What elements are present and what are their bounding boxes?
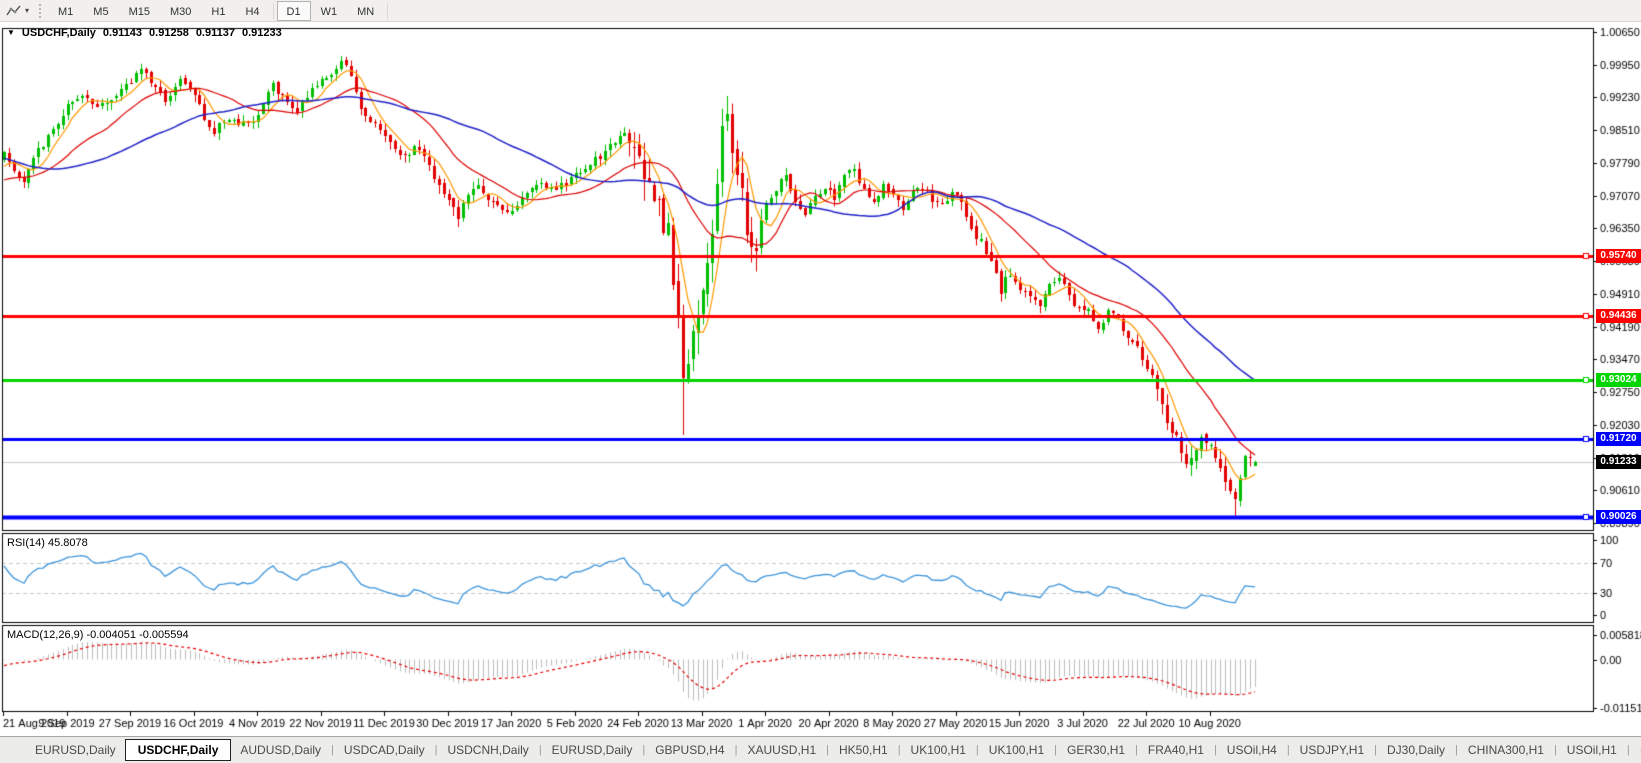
tab-separator: |: [1286, 744, 1290, 756]
chart-tab-USDJPY-H1[interactable]: USDJPY,H1: [1299, 743, 1365, 757]
tab-separator: |: [434, 744, 438, 756]
tabs-scroll-left-icon[interactable]: ◄: [1639, 745, 1641, 755]
bar-high-value: 0.91258: [149, 27, 189, 39]
timeframe-toolbar: ▾ M1 M5 M15 M30 H1 H4 D1 W1 MN: [0, 0, 1641, 22]
hline-price-tag-0.91720[interactable]: 0.91720: [1596, 432, 1641, 446]
chart-tab-CHINA300-H1[interactable]: CHINA300,H1: [1467, 743, 1544, 757]
tab-separator: |: [331, 744, 334, 756]
tab-separator: |: [1374, 744, 1378, 756]
chart-tab-GBPUSD-H4[interactable]: GBPUSD,H4: [655, 743, 725, 757]
chart-symbol: USDCHF,Daily: [21, 27, 96, 39]
chart-title: ▼ USDCHF,Daily 0.91143 0.91258 0.91137 0.9123…: [7, 27, 282, 39]
bar-close-value: 0.91233: [241, 27, 282, 39]
timeframe-button-MN[interactable]: MN: [357, 5, 375, 18]
chart-tab-USDCNH-Daily[interactable]: USDCNH,Daily: [447, 743, 529, 757]
chart-tab-USDCHF-Daily[interactable]: USDCHF,Daily: [124, 739, 232, 761]
toolbar-separator: [272, 2, 274, 19]
rsi-label: RSI(14) 45.8078: [7, 537, 88, 549]
timeframe-button-M1[interactable]: M1: [58, 5, 74, 18]
timeframe-button-H1[interactable]: H1: [211, 5, 226, 18]
timeframe-button-M30[interactable]: M30: [169, 5, 192, 18]
toolbar-grip: [39, 3, 42, 18]
tab-separator: |: [826, 744, 829, 756]
tab-separator: |: [734, 744, 738, 756]
timeframe-buttons: M1 M5 M15 M30 H1 H4 D1 W1 MN: [48, 0, 391, 21]
chart-tab-USOil-H1[interactable]: USOil,H1: [1566, 743, 1617, 757]
tab-separator: |: [1553, 744, 1557, 756]
tab-separator: |: [1054, 744, 1058, 756]
tab-separator: |: [897, 744, 901, 756]
tab-separator: |: [538, 744, 542, 756]
chart-collapse-caret-icon[interactable]: ▼: [7, 28, 15, 37]
chart-tabs-bar: EURUSD,Daily USDCHF,Daily AUDUSD,Daily | USD…: [0, 736, 1641, 763]
hline-price-tag-0.93024[interactable]: 0.93024: [1596, 373, 1641, 387]
chart-tab-HK50-H1[interactable]: HK50,H1: [838, 743, 888, 757]
tab-separator: |: [1213, 744, 1217, 756]
tab-separator: |: [1135, 744, 1138, 756]
timeframe-button-H4[interactable]: H4: [245, 5, 260, 18]
chart-tab-FRA40-H1[interactable]: FRA40,H1: [1147, 743, 1204, 757]
trendline-tool-icon[interactable]: [6, 4, 22, 18]
chart-area: ▼ USDCHF,Daily 0.91143 0.91258 0.91137 0.9123…: [0, 23, 1641, 736]
chart-tab-EURUSD-Daily[interactable]: EURUSD,Daily: [551, 743, 633, 757]
bar-open-value: 0.91143: [102, 27, 143, 39]
price-chart-canvas[interactable]: [0, 23, 1641, 736]
timeframe-button-D1[interactable]: D1: [276, 0, 311, 21]
chart-tab-UK100-H1[interactable]: UK100,H1: [988, 743, 1045, 757]
chart-tab-DJ30-Daily[interactable]: DJ30,Daily: [1387, 743, 1446, 757]
tab-separator: |: [975, 744, 979, 756]
tab-separator: |: [1455, 744, 1458, 756]
chart-tab-UK100-H1[interactable]: UK100,H1: [910, 743, 966, 757]
chart-tab-XAUUSD-H1[interactable]: XAUUSD,H1: [747, 743, 817, 757]
bar-low-value: 0.91137: [195, 27, 235, 39]
hline-price-tag-0.90026[interactable]: 0.90026: [1596, 510, 1641, 524]
chart-tool-group[interactable]: ▾: [0, 4, 35, 18]
chart-tab-EURUSD-Daily[interactable]: EURUSD,Daily: [35, 743, 116, 757]
tool-dropdown-caret-icon[interactable]: ▾: [25, 6, 30, 15]
timeframe-button-M15[interactable]: M15: [128, 5, 150, 18]
chart-tab-USDCAD-Daily[interactable]: USDCAD,Daily: [343, 743, 425, 757]
chart-tab-AUDUSD-Daily[interactable]: AUDUSD,Daily: [240, 743, 322, 757]
timeframe-button-W1[interactable]: W1: [320, 5, 338, 18]
hline-price-tag-0.95740[interactable]: 0.95740: [1596, 249, 1641, 263]
current-price-tag[interactable]: 0.91233: [1596, 455, 1641, 469]
timeframe-button-M5[interactable]: M5: [93, 5, 109, 18]
tab-separator: |: [1626, 744, 1630, 756]
chart-tab-GER30-H1[interactable]: GER30,H1: [1067, 743, 1126, 757]
macd-label: MACD(12,26,9) -0.004051 -0.005594: [7, 629, 189, 641]
chart-tab-USOil-H4[interactable]: USOil,H4: [1226, 743, 1277, 757]
hline-price-tag-0.94436[interactable]: 0.94436: [1596, 309, 1641, 323]
tab-separator: |: [642, 744, 646, 756]
toolbar-separator: [387, 2, 389, 19]
